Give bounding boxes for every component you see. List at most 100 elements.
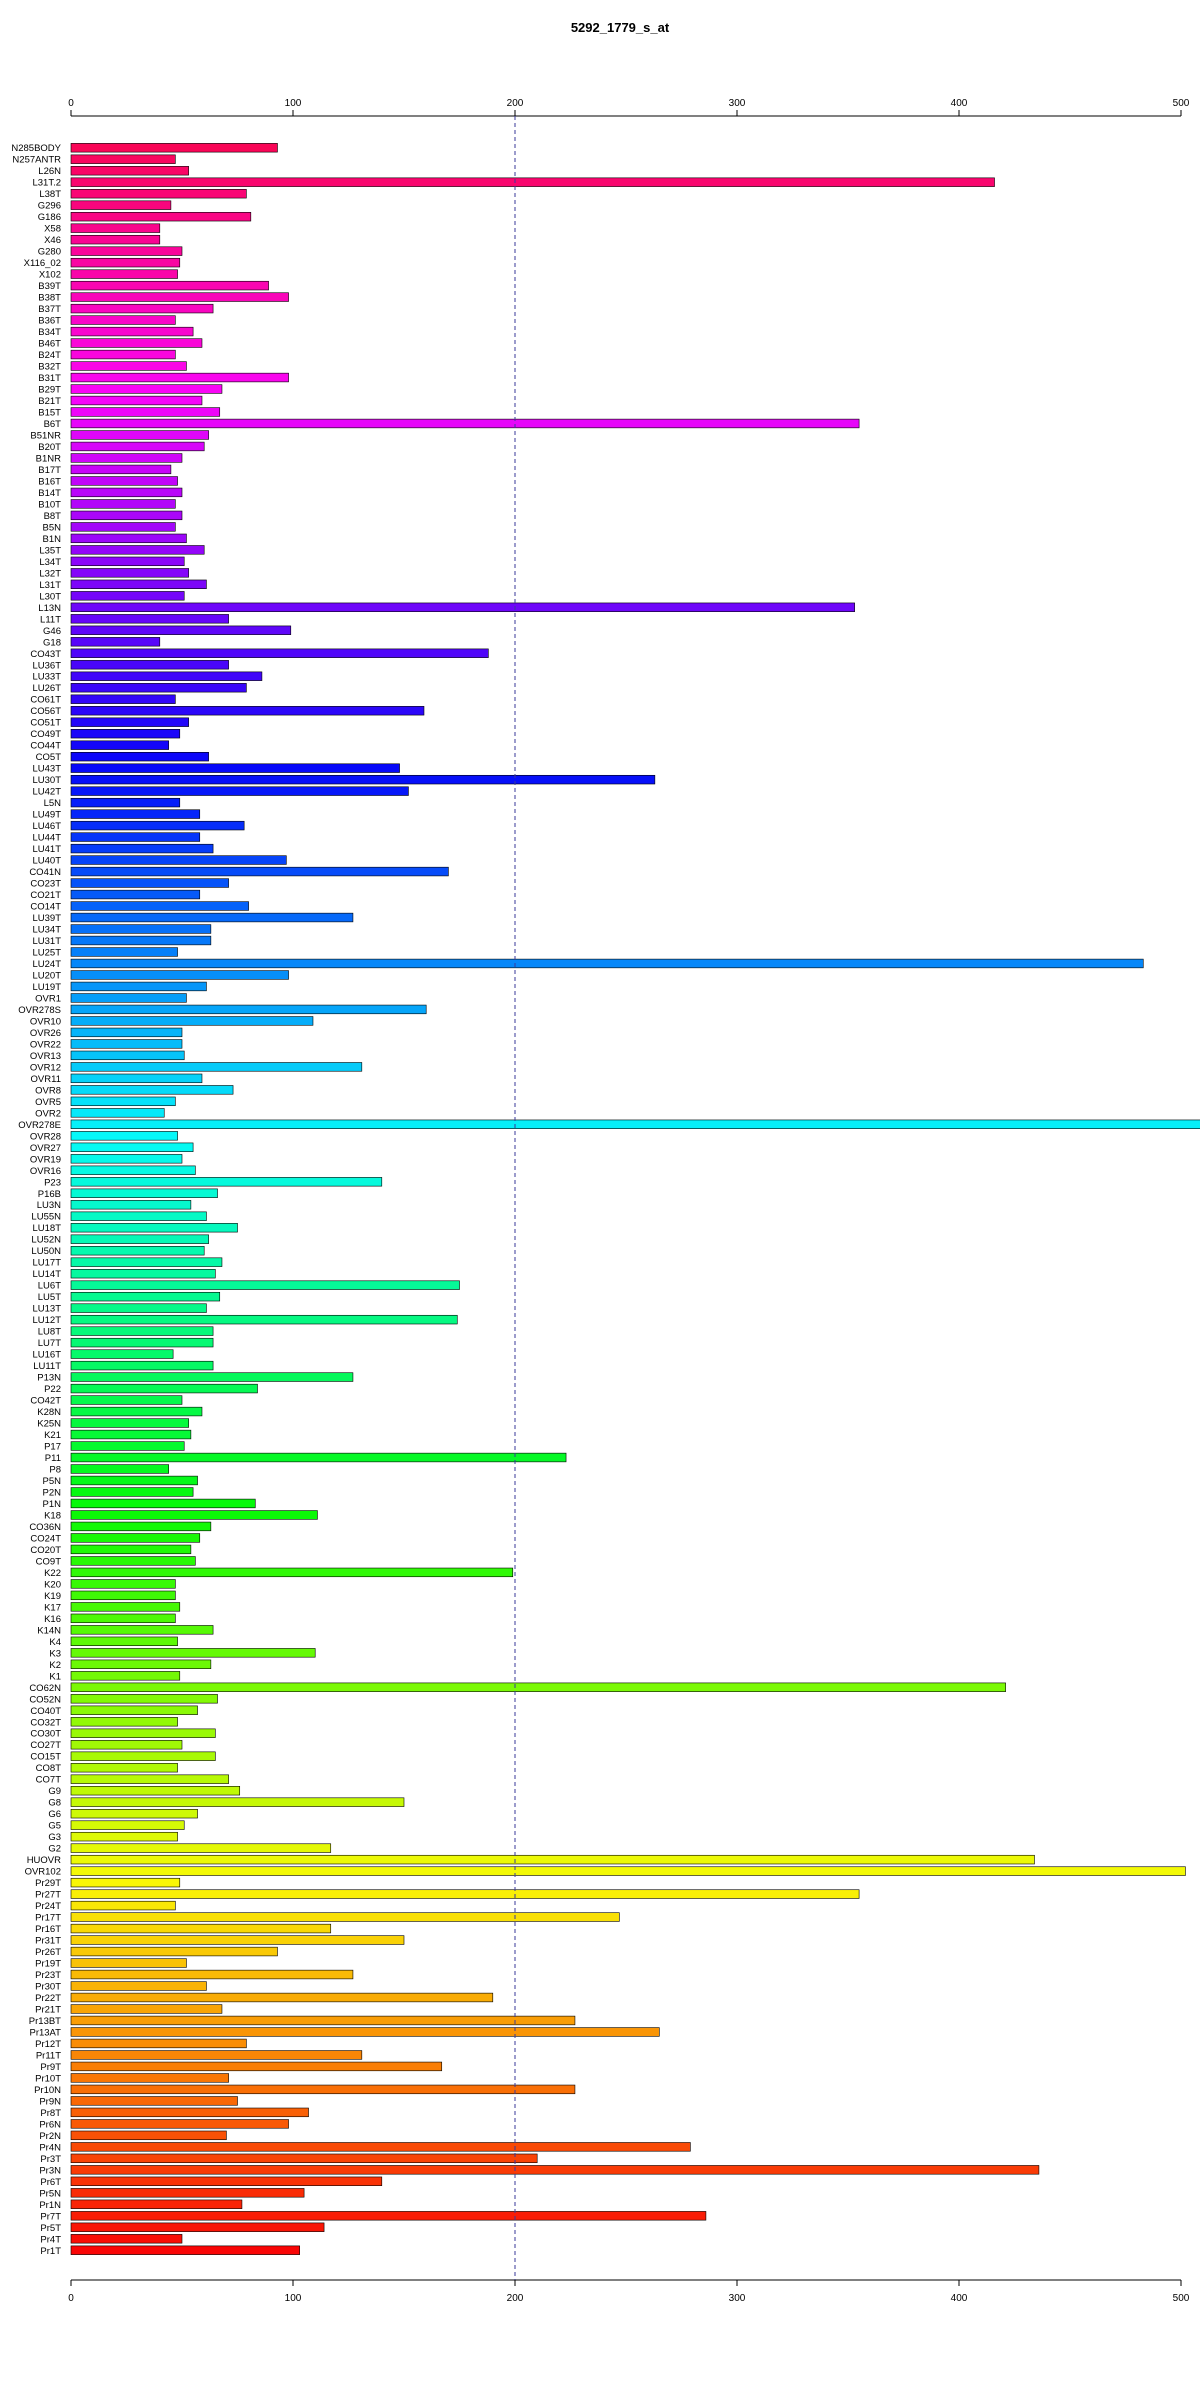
bar-B16T (70, 476, 178, 486)
bar-L5N (70, 797, 181, 808)
bar-LU55N (70, 1211, 207, 1221)
category-label: OVR10 (30, 1016, 61, 1027)
tick-label: 0 (68, 98, 74, 109)
category-label: B46T (38, 339, 61, 350)
category-label: B10T (38, 499, 61, 510)
category-label: Pr30T (35, 1982, 61, 1993)
category-label: B29T (38, 385, 61, 396)
category-label: Pr13BT (29, 2016, 61, 2027)
category-label: B36T (38, 316, 61, 327)
bar-B38T (70, 292, 289, 302)
category-label: N257ANTR (12, 155, 61, 166)
bar-Pr12T (70, 2038, 247, 2049)
bar-G9 (70, 1786, 241, 1796)
category-label: CO41N (29, 867, 61, 878)
category-label: G18 (43, 637, 61, 648)
bar-LU5T (70, 1291, 221, 1302)
bar-G8 (70, 1797, 405, 1807)
bar-B6T (70, 418, 860, 429)
bar-Pr22T (70, 1992, 494, 2003)
category-label: Pr13AT (29, 2027, 61, 2038)
category-label: CO15T (30, 1752, 61, 1763)
tick-label: 200 (507, 2293, 524, 2304)
category-label: Pr19T (35, 1959, 61, 1970)
bar-LU50N (70, 1246, 205, 1256)
bar-CO20T (70, 1544, 192, 1555)
bar-Pr21T (70, 2004, 223, 2014)
bar-Pr9T (70, 2061, 443, 2072)
bar-CO40T (70, 1705, 198, 1715)
category-label: B38T (38, 293, 61, 304)
bar-CO43T (70, 648, 489, 658)
bottom-axis: 0 100 200 300 400 500 (68, 2279, 1190, 2304)
category-label: G6 (48, 1809, 61, 1820)
category-label: G186 (38, 212, 61, 223)
category-label: K25N (37, 1419, 61, 1430)
tick-label: 400 (951, 2293, 968, 2304)
bar-OVR19 (70, 1154, 183, 1164)
category-label: B20T (38, 442, 61, 453)
bar-LU16T (70, 1349, 174, 1359)
category-label: CO42T (30, 1396, 61, 1407)
category-label: P22 (44, 1384, 61, 1395)
category-label: G9 (48, 1786, 61, 1797)
bar-LU20T (70, 970, 289, 980)
category-labels: N285BODYN257ANTRL26NL31T.2L38TG296G186X5… (11, 143, 61, 2257)
category-label: LU31T (32, 936, 61, 947)
bar-L31T (70, 579, 207, 589)
category-label: OVR8 (35, 1085, 61, 1096)
bar-Pr7T (70, 2211, 707, 2221)
category-label: LU17T (32, 1258, 61, 1269)
tick-label: 100 (285, 2293, 302, 2304)
bar-L26N (70, 166, 189, 176)
category-label: LU13T (32, 1304, 61, 1315)
bar-LU42T (70, 786, 409, 796)
bar-Pr27T (70, 1889, 860, 1899)
tick-label: 500 (1173, 2293, 1190, 2304)
bar-G18 (70, 637, 161, 647)
bar-OVR12 (70, 1062, 363, 1072)
category-label: L31T (39, 580, 61, 591)
bar-K14N (70, 1625, 214, 1635)
category-label: G46 (43, 626, 61, 637)
category-label: OVR5 (35, 1097, 61, 1108)
category-label: Pr24T (35, 1901, 61, 1912)
bar-P8 (70, 1464, 169, 1474)
category-label: K1 (49, 1671, 61, 1682)
bar-CO9T (70, 1556, 196, 1566)
bar-Pr30T (70, 1981, 207, 1991)
category-label: B8T (44, 511, 62, 522)
category-label: G296 (38, 201, 61, 212)
bar-B39T (70, 280, 269, 291)
bar-B21T (70, 395, 203, 406)
bar-CO44T (70, 740, 169, 750)
category-label: CO52N (29, 1694, 61, 1705)
category-label: Pr3N (39, 2165, 61, 2176)
category-label: K2 (49, 1660, 61, 1671)
category-label: CO51T (30, 718, 61, 729)
category-label: LU11T (33, 1361, 61, 1372)
category-label: Pr26T (35, 1947, 61, 1958)
bar-CO61T (70, 694, 176, 704)
bar-LU13T (70, 1303, 207, 1313)
bar-B14T (70, 487, 183, 498)
category-label: LU20T (32, 970, 61, 981)
category-label: CO43T (30, 649, 61, 660)
category-label: CO7T (36, 1775, 62, 1786)
bar-K21 (70, 1429, 192, 1440)
category-label: P13N (37, 1373, 61, 1384)
category-label: LU50N (31, 1246, 61, 1257)
bar-OVR22 (70, 1039, 183, 1049)
category-label: L30T (39, 591, 61, 602)
bar-LU39T (70, 912, 354, 923)
bar-CO51T (70, 717, 189, 727)
category-label: LU40T (32, 856, 61, 867)
bar-B29T (70, 384, 223, 394)
bar-OVR11 (70, 1073, 203, 1084)
category-label: B34T (38, 327, 61, 338)
category-label: Pr10T (35, 2073, 61, 2084)
category-label: OVR11 (31, 1074, 61, 1085)
category-label: LU18T (32, 1223, 61, 1234)
category-label: B5N (43, 522, 62, 533)
bar-LU49T (70, 809, 201, 819)
